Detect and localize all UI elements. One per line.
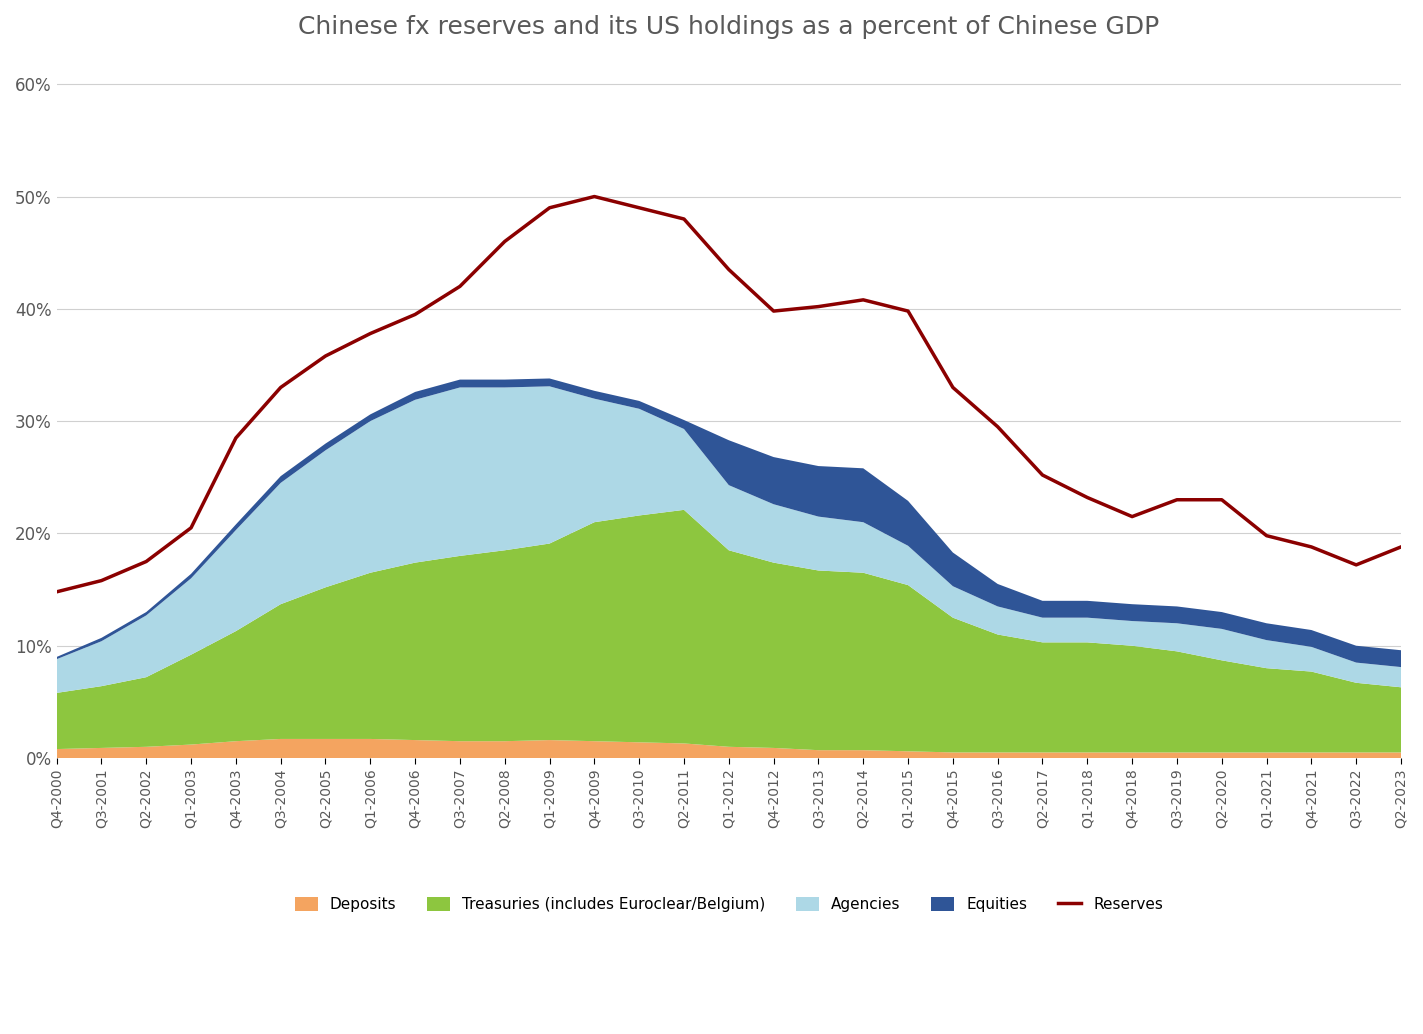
Reserves: [586, 190, 603, 203]
Title: Chinese fx reserves and its US holdings as a percent of Chinese GDP: Chinese fx reserves and its US holdings …: [299, 16, 1160, 39]
Line: Reserves: Reserves: [57, 196, 1402, 591]
Reserves: [1393, 541, 1410, 553]
Reserves: [1377, 547, 1395, 559]
Reserves: [1198, 493, 1215, 506]
Reserves: [361, 328, 379, 340]
Reserves: [391, 314, 408, 327]
Reserves: [1363, 553, 1380, 566]
Legend: Deposits, Treasuries (includes Euroclear/Belgium), Agencies, Equities, Reserves: Deposits, Treasuries (includes Euroclear…: [289, 891, 1170, 918]
Reserves: [48, 585, 65, 598]
Reserves: [212, 462, 229, 475]
